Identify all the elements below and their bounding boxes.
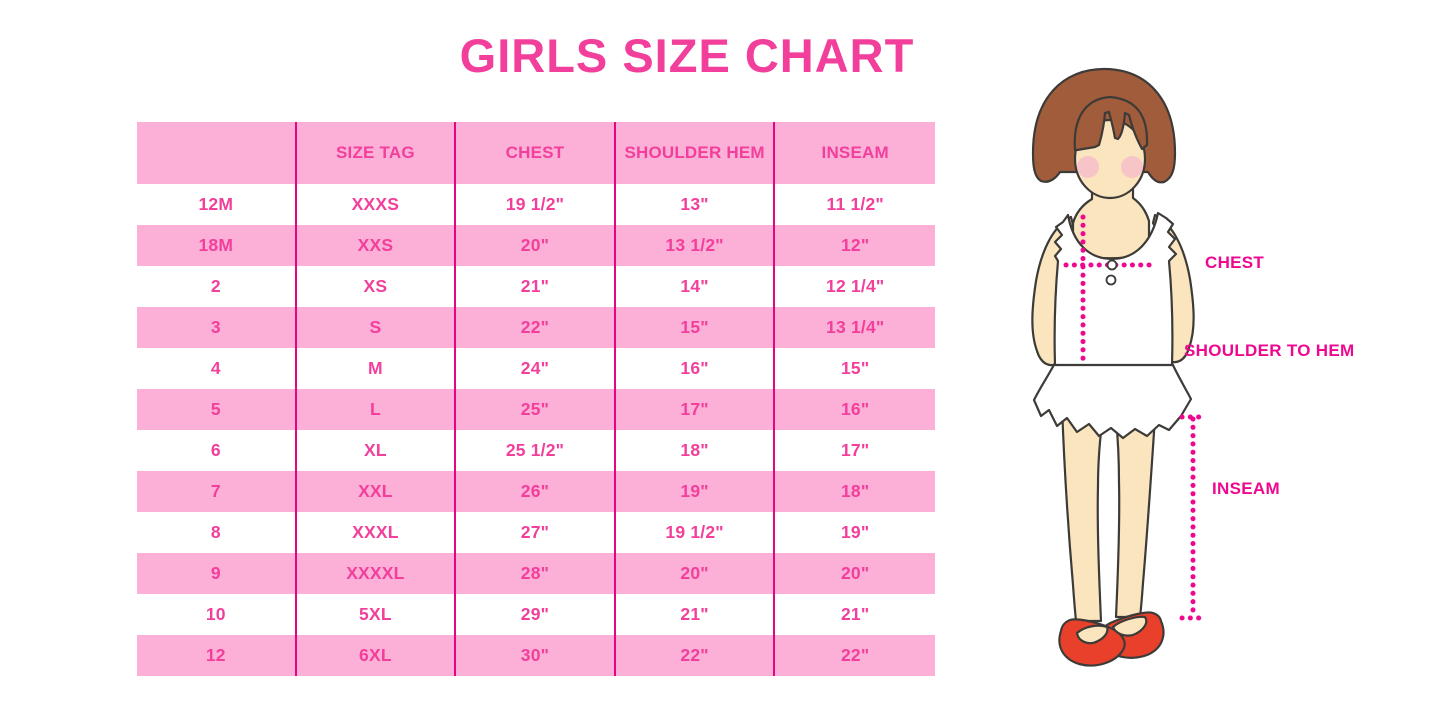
table-cell: 18" — [616, 430, 776, 471]
table-cell: 20" — [615, 553, 776, 594]
table-cell: 24" — [456, 348, 616, 389]
bangs — [1073, 95, 1149, 152]
table-cell: 4 — [137, 348, 297, 389]
table-cell: 26" — [456, 471, 616, 512]
button-top — [1106, 259, 1118, 271]
column-header: SHOULDER HEM — [615, 122, 776, 184]
table-cell: 19 1/2" — [456, 184, 616, 225]
table-cell: 28" — [456, 553, 616, 594]
table-cell: 27" — [456, 512, 616, 553]
table-cell: 5XL — [297, 594, 457, 635]
table-cell: 7 — [137, 471, 297, 512]
table-cell: 18" — [775, 471, 935, 512]
inseam-label: INSEAM — [1212, 479, 1280, 498]
table-cell: 25 1/2" — [456, 430, 616, 471]
table-cell: 8 — [137, 512, 297, 553]
table-cell: 9 — [137, 553, 297, 594]
table-cell: 5 — [137, 389, 297, 430]
table-cell: 2 — [137, 266, 297, 307]
girl-figure-svg — [1031, 67, 1208, 667]
table-cell: 30" — [456, 635, 616, 676]
legs — [1060, 401, 1158, 623]
table-cell: 19" — [841, 522, 870, 542]
table-cell: 6 — [137, 430, 297, 471]
table-cell: 12 — [137, 635, 297, 676]
table-cell: S — [296, 307, 457, 348]
table-cell: 10 — [137, 594, 297, 635]
table-cell: 22" — [456, 307, 616, 348]
table-cell: XL — [297, 430, 457, 471]
table-cell: 13 1/4" — [775, 307, 935, 348]
column-header: INSEAM — [775, 122, 935, 184]
size-table: SIZE TAG CHEST SHOULDER HEM INSEAM 12M XXXS 19… — [137, 122, 935, 676]
page-title: GIRLS SIZE CHART — [459, 29, 915, 82]
table-cell: 12M — [137, 184, 297, 225]
table-cell: 15" — [615, 307, 776, 348]
table-cell: 21" — [841, 604, 870, 624]
table-cell: 29" — [456, 594, 616, 635]
table-cell: 22" — [775, 635, 935, 676]
table-cell: 21" — [616, 594, 776, 635]
table-cell: 12 1/4" — [826, 276, 885, 296]
column-header — [137, 122, 297, 184]
table-cell: 20" — [775, 553, 935, 594]
table-cell: 17" — [841, 440, 870, 460]
table-cell: 6XL — [296, 635, 457, 676]
table-cell: XXL — [296, 471, 457, 512]
table-cell: 16" — [616, 348, 776, 389]
table-cell: XXS — [296, 225, 457, 266]
cheek-left — [1077, 156, 1099, 178]
shoes — [1058, 611, 1165, 667]
girl-figure-illustration — [985, 55, 1445, 715]
table-cell: 18M — [137, 225, 297, 266]
table-cell: 3 — [137, 307, 297, 348]
table-cell: 21" — [456, 266, 616, 307]
table-cell: 19" — [615, 471, 776, 512]
skirt — [1032, 361, 1193, 440]
table-cell: 11 1/2" — [826, 194, 884, 214]
table-cell: 14" — [616, 266, 776, 307]
table-cell: 13 1/2" — [615, 225, 776, 266]
column-header: SIZE TAG — [296, 122, 457, 184]
table-cell: 20" — [456, 225, 616, 266]
table-cell: XS — [297, 266, 457, 307]
table-cell: 19 1/2" — [616, 512, 776, 553]
table-cell: XXXS — [297, 184, 457, 225]
table-cell: M — [297, 348, 457, 389]
table-cell: 12" — [775, 225, 935, 266]
table-cell: 25" — [456, 389, 616, 430]
measurement-lines — [1063, 214, 1208, 621]
table-cell: XXXL — [297, 512, 457, 553]
column-header: CHEST — [456, 122, 616, 184]
table-cell: 16" — [775, 389, 935, 430]
shoulder-to-hem-label: SHOULDER TO HEM — [1184, 341, 1355, 360]
table-cell: 15" — [841, 358, 870, 378]
table-cell: 22" — [615, 635, 776, 676]
table-cell: 13" — [616, 184, 776, 225]
table-cell: L — [296, 389, 457, 430]
table-cell: 17" — [615, 389, 776, 430]
table-cell: XXXXL — [296, 553, 457, 594]
button-bottom — [1105, 274, 1117, 286]
chest-label: CHEST — [1205, 253, 1265, 272]
cheek-right — [1121, 156, 1143, 178]
